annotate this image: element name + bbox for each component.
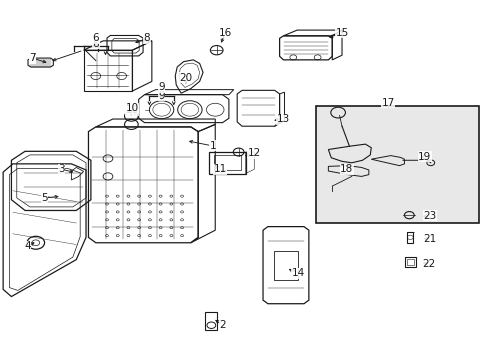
Text: 17: 17	[381, 98, 394, 108]
Bar	[273, 251, 298, 280]
Bar	[404, 257, 415, 267]
Text: 3: 3	[58, 164, 65, 174]
Text: 8: 8	[143, 33, 150, 43]
Text: 10: 10	[125, 103, 139, 113]
Text: 6: 6	[92, 33, 99, 43]
Bar	[316, 107, 478, 223]
Text: 9: 9	[158, 91, 164, 101]
Text: 12: 12	[247, 148, 260, 158]
Text: 7: 7	[29, 53, 36, 63]
Text: 19: 19	[417, 152, 430, 162]
Text: 21: 21	[422, 234, 435, 244]
Text: 20: 20	[179, 73, 192, 83]
Text: 11: 11	[213, 164, 226, 174]
Text: 1: 1	[209, 141, 216, 151]
Text: 22: 22	[421, 259, 434, 269]
Text: 15: 15	[335, 28, 348, 38]
Text: 5: 5	[41, 193, 48, 203]
Bar	[209, 152, 245, 174]
Text: 14: 14	[291, 268, 304, 278]
Text: 6: 6	[92, 39, 99, 49]
Text: 16: 16	[218, 28, 231, 38]
Bar	[406, 258, 413, 265]
Text: 10: 10	[125, 105, 139, 115]
Text: 9: 9	[158, 82, 164, 93]
Bar	[205, 312, 217, 329]
Bar	[407, 232, 413, 243]
Text: 4: 4	[24, 241, 31, 251]
Text: 23: 23	[422, 211, 435, 221]
Text: 2: 2	[219, 320, 225, 330]
Text: 18: 18	[340, 164, 353, 174]
Text: 13: 13	[276, 114, 289, 124]
Text: 7: 7	[29, 53, 36, 63]
Bar	[214, 155, 241, 170]
